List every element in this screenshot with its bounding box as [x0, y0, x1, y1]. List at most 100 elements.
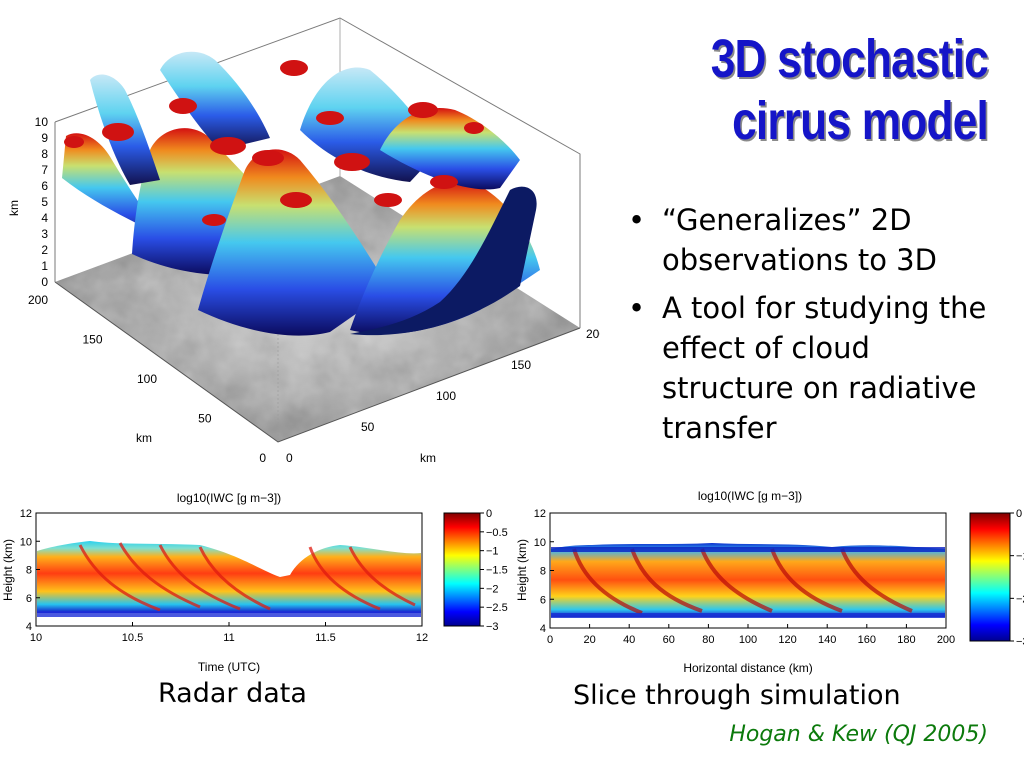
heatmap-title: log10(IWC [g m−3]): [177, 491, 281, 505]
caption-simulation: Slice through simulation: [573, 680, 901, 711]
colorbar-tick-label: 0: [486, 508, 492, 520]
y-tick-label: 12: [20, 508, 32, 520]
x-axis-ticks: 0 50 100 150 200: [286, 327, 600, 465]
cloud-band: [350, 186, 537, 336]
x-axis-label: Time (UTC): [198, 660, 260, 674]
z-tick-label: 5: [41, 195, 48, 209]
z-tick-label: 9: [41, 131, 48, 145]
z-tick-label: 3: [41, 227, 48, 241]
y-axis-label: Height (km): [515, 539, 529, 601]
cloud-tops: [64, 60, 484, 226]
x-tick-label: 20: [583, 634, 595, 646]
fall-streaks: [78, 542, 416, 612]
x-tick-label: 120: [778, 634, 796, 646]
z-axis-label: km: [7, 200, 21, 216]
colorbar-ticks: 0 −0.5 −1 −1.5 −2 −2.5 −3: [480, 508, 508, 633]
colorbar-tick-label: −3: [486, 621, 499, 633]
colorbar-tick-label: −0.5: [486, 527, 508, 539]
cloud-band: [160, 51, 270, 150]
slide-title: 3D stochastic cirrus model: [676, 28, 989, 152]
y-axis-ticks: 4 6 8 10 12: [534, 508, 554, 635]
x-tick-label: 11: [223, 632, 234, 644]
y-axis-label: Height (km): [1, 539, 15, 601]
y-tick-label: 0: [259, 451, 266, 465]
colorbar-tick-label: −3: [1016, 636, 1024, 648]
y-tick-label: 10: [20, 536, 32, 548]
radar-heatmap: log10(IWC [g m−3]) 10 10.5 11 11.5 12 468101…: [1, 491, 508, 674]
colorbar-tick-label: −1: [1016, 551, 1024, 563]
colorbar: [443, 512, 481, 627]
x-tick-label: 100: [436, 389, 456, 403]
cloud-field: [37, 541, 421, 613]
x-axis-ticks: 0 20 40 60 80 100 120 140 160 180 200: [547, 624, 955, 646]
bullet-item: • “Generalizes” 2D observations to 3D: [622, 200, 1002, 280]
y-tick-label: 8: [26, 565, 32, 577]
x-tick-label: 40: [623, 634, 635, 646]
box-front-edges: [54, 281, 581, 443]
x-tick-label: 0: [286, 451, 293, 465]
x-tick-label: 10: [30, 632, 42, 644]
fall-streaks: [572, 548, 913, 615]
x-tick-label: 140: [818, 634, 836, 646]
base-layer: [551, 613, 945, 618]
cloud-field: [551, 543, 945, 617]
colorbar-tick-label: −2: [1016, 593, 1024, 605]
title-line-1: 3D stochastic: [710, 29, 989, 89]
z-tick-label: 1: [41, 259, 48, 273]
bullet-dot-icon: •: [628, 203, 646, 237]
colorbar-tick-label: −1.5: [486, 565, 508, 577]
bullet-item: • A tool for studying the effect of cloud…: [622, 288, 1002, 448]
y-axis-label: km: [136, 431, 152, 445]
z-tick-label: 10: [35, 115, 49, 129]
bullet-text: A tool for studying the effect of cloud …: [662, 291, 987, 445]
cirrus-3d-plot: 0 1 2 3 4 5 6 7 8 9 10 0 50 100 150 200 0 50 100 150 200 k…: [7, 17, 600, 465]
colorbar-tick-label: −1: [486, 546, 499, 558]
heatmap-title: log10(IWC [g m−3]): [698, 489, 802, 503]
x-tick-label: 80: [702, 634, 714, 646]
cloud-bands: [62, 51, 540, 336]
cloud-band: [380, 107, 520, 190]
x-tick-label: 0: [547, 634, 553, 646]
caption-radar: Radar data: [158, 678, 307, 709]
z-tick-label: 8: [41, 147, 48, 161]
base-layer: [37, 611, 421, 617]
x-tick-label: 12: [416, 632, 428, 644]
z-tick-label: 0: [41, 275, 48, 289]
cloud-band: [198, 149, 390, 336]
y-tick-label: 6: [26, 593, 32, 605]
colorbar-tick-label: 0: [1016, 508, 1022, 520]
simulation-heatmap: log10(IWC [g m−3]) 0 20 40 60 80 100 120 140 160…: [515, 489, 1024, 675]
y-axis-ticks: 4 6 8 10 12: [20, 508, 40, 633]
x-tick-label: 200: [586, 327, 600, 341]
x-tick-label: 50: [361, 420, 375, 434]
z-tick-label: 2: [41, 243, 48, 257]
x-axis-label: Horizontal distance (km): [683, 661, 812, 675]
y-tick-label: 10: [534, 537, 546, 549]
x-tick-label: 100: [739, 634, 757, 646]
y-axis-ticks: 0 50 100 150 200: [28, 293, 266, 465]
citation: Hogan & Kew (QJ 2005): [729, 722, 988, 747]
x-tick-label: 11.5: [315, 632, 336, 644]
bullet-text: “Generalizes” 2D observations to 3D: [662, 203, 937, 277]
colorbar-tick-label: −2.5: [486, 602, 508, 614]
z-axis-ticks: 0 1 2 3 4 5 6 7 8 9 10: [35, 115, 49, 289]
x-tick-label: 160: [858, 634, 876, 646]
top-edge: [551, 547, 945, 552]
y-tick-label: 4: [26, 621, 32, 633]
y-tick-label: 50: [198, 412, 212, 426]
y-tick-label: 200: [28, 293, 48, 307]
z-tick-label: 7: [41, 163, 48, 177]
y-tick-label: 4: [540, 623, 546, 635]
y-tick-label: 150: [82, 333, 102, 347]
colorbar-ticks: 0 −1 −2 −3: [1010, 508, 1024, 648]
x-tick-label: 150: [511, 358, 531, 372]
z-tick-label: 6: [41, 179, 48, 193]
x-axis-ticks: 10 10.5 11 11.5 12: [30, 622, 428, 644]
colorbar: [969, 512, 1011, 642]
y-tick-label: 100: [137, 372, 157, 386]
y-tick-label: 12: [534, 508, 546, 520]
x-axis-label: km: [420, 451, 436, 465]
z-tick-label: 4: [41, 211, 48, 225]
colorbar-tick-label: −2: [486, 583, 499, 595]
bullet-dot-icon: •: [628, 291, 646, 325]
